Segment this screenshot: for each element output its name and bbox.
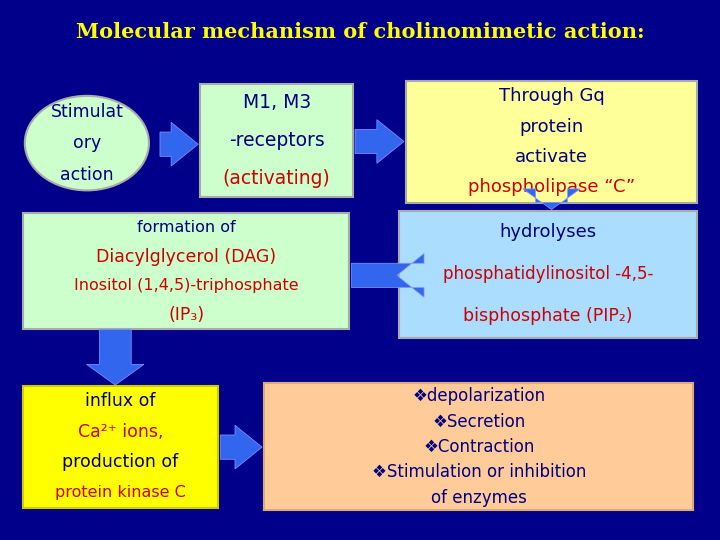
Text: influx of: influx of [86,392,156,410]
Text: of enzymes: of enzymes [431,489,527,507]
Text: protein kinase C: protein kinase C [55,485,186,500]
Text: phospholipase “C”: phospholipase “C” [468,178,635,197]
Text: ❖Stimulation or inhibition: ❖Stimulation or inhibition [372,463,586,481]
Text: phosphatidylinositol -4,5-: phosphatidylinositol -4,5- [443,265,653,283]
Polygon shape [523,189,580,210]
FancyBboxPatch shape [399,211,697,338]
Text: (activating): (activating) [222,168,330,188]
Text: ❖Contraction: ❖Contraction [423,438,534,456]
Text: Through Gq: Through Gq [499,87,604,105]
Text: M1, M3: M1, M3 [243,93,311,112]
Text: protein: protein [519,118,584,136]
Text: bisphosphate (PIP₂): bisphosphate (PIP₂) [463,307,633,325]
Polygon shape [351,254,424,297]
Text: Stimulat: Stimulat [50,103,123,120]
Text: production of: production of [63,453,179,471]
Text: -receptors: -receptors [229,131,325,150]
Polygon shape [220,426,262,469]
Polygon shape [355,120,404,163]
Polygon shape [86,329,144,385]
FancyBboxPatch shape [23,386,218,508]
Text: Diacylglycerol (DAG): Diacylglycerol (DAG) [96,248,276,266]
FancyBboxPatch shape [200,84,353,197]
Text: Inositol (1,4,5)-triphosphate: Inositol (1,4,5)-triphosphate [74,278,299,293]
Text: Ca²⁺ ions,: Ca²⁺ ions, [78,423,163,441]
Text: activate: activate [515,148,588,166]
FancyBboxPatch shape [264,383,693,510]
Text: hydrolyses: hydrolyses [500,222,597,241]
FancyBboxPatch shape [406,81,697,202]
Text: action: action [60,166,114,184]
Text: formation of: formation of [137,220,235,235]
FancyBboxPatch shape [23,213,349,329]
Text: (IP₃): (IP₃) [168,306,204,324]
Text: ❖Secretion: ❖Secretion [432,413,526,430]
Text: ❖depolarization: ❖depolarization [413,387,545,405]
Text: Molecular mechanism of cholinomimetic action:: Molecular mechanism of cholinomimetic ac… [76,22,644,43]
Polygon shape [160,122,198,166]
Ellipse shape [24,96,149,191]
Text: ory: ory [73,134,101,152]
